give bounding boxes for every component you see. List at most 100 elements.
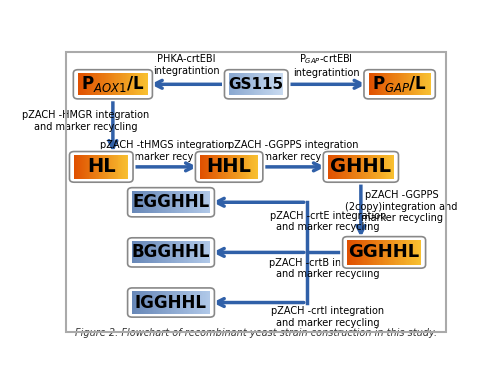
- Bar: [124, 155, 125, 178]
- Bar: [157, 191, 158, 213]
- Bar: [367, 240, 368, 265]
- Bar: [176, 291, 178, 314]
- Bar: [98, 155, 100, 178]
- Bar: [330, 155, 331, 178]
- Text: pZACH -GGPPS integration
and marker recycling: pZACH -GGPPS integration and marker recy…: [228, 141, 358, 162]
- Bar: [134, 191, 135, 213]
- Bar: [82, 155, 83, 178]
- Bar: [93, 73, 94, 95]
- FancyBboxPatch shape: [74, 70, 152, 99]
- Text: GHHL: GHHL: [330, 157, 392, 177]
- Bar: [93, 155, 94, 178]
- Bar: [205, 155, 206, 178]
- Bar: [208, 191, 210, 213]
- Bar: [375, 155, 376, 178]
- Bar: [167, 241, 168, 264]
- Bar: [415, 240, 416, 265]
- Bar: [268, 73, 269, 95]
- Text: pZACH -HMGR integration
and marker recycling: pZACH -HMGR integration and marker recyc…: [22, 110, 150, 132]
- Text: GS115: GS115: [228, 77, 284, 92]
- Bar: [412, 73, 413, 95]
- Bar: [145, 291, 146, 314]
- Bar: [176, 191, 178, 213]
- Bar: [127, 73, 128, 95]
- Bar: [225, 155, 226, 178]
- Bar: [254, 73, 256, 95]
- Bar: [349, 155, 350, 178]
- Bar: [383, 240, 384, 265]
- Bar: [138, 241, 140, 264]
- Bar: [164, 191, 166, 213]
- Bar: [382, 73, 383, 95]
- Bar: [348, 155, 349, 178]
- Bar: [370, 73, 372, 95]
- Bar: [256, 73, 257, 95]
- Bar: [356, 155, 358, 178]
- Bar: [144, 191, 145, 213]
- Bar: [90, 155, 92, 178]
- Text: pZACH -tHMGS integration
and marker recycling: pZACH -tHMGS integration and marker recy…: [100, 141, 230, 162]
- Bar: [143, 73, 144, 95]
- Bar: [417, 73, 418, 95]
- Bar: [196, 191, 197, 213]
- Bar: [374, 155, 375, 178]
- Bar: [126, 73, 127, 95]
- Bar: [261, 73, 262, 95]
- Bar: [141, 73, 142, 95]
- Bar: [408, 240, 410, 265]
- Bar: [218, 155, 220, 178]
- Bar: [166, 291, 167, 314]
- Bar: [354, 155, 356, 178]
- Bar: [341, 155, 342, 178]
- Bar: [383, 155, 384, 178]
- Bar: [418, 240, 420, 265]
- Bar: [160, 241, 162, 264]
- Bar: [371, 155, 372, 178]
- Bar: [259, 73, 260, 95]
- Bar: [378, 73, 379, 95]
- Bar: [384, 240, 386, 265]
- Bar: [197, 191, 198, 213]
- Bar: [182, 291, 184, 314]
- Bar: [242, 73, 244, 95]
- Bar: [140, 73, 141, 95]
- Bar: [104, 155, 105, 178]
- Bar: [184, 191, 185, 213]
- Bar: [395, 240, 396, 265]
- FancyBboxPatch shape: [128, 188, 214, 217]
- Bar: [130, 73, 132, 95]
- Bar: [79, 73, 80, 95]
- Bar: [370, 155, 371, 178]
- Bar: [374, 73, 375, 95]
- Bar: [399, 240, 400, 265]
- Bar: [390, 240, 392, 265]
- Bar: [115, 73, 116, 95]
- Bar: [234, 155, 235, 178]
- Bar: [352, 240, 354, 265]
- Bar: [152, 191, 153, 213]
- Bar: [88, 155, 90, 178]
- FancyBboxPatch shape: [128, 288, 214, 317]
- Bar: [360, 240, 361, 265]
- Bar: [162, 191, 164, 213]
- Bar: [198, 191, 200, 213]
- Bar: [146, 241, 148, 264]
- Bar: [167, 191, 168, 213]
- Bar: [246, 73, 247, 95]
- Bar: [118, 73, 120, 95]
- Bar: [140, 241, 141, 264]
- Bar: [154, 191, 156, 213]
- Bar: [358, 155, 360, 178]
- Bar: [101, 155, 102, 178]
- Bar: [227, 155, 228, 178]
- Bar: [260, 73, 261, 95]
- Bar: [380, 155, 382, 178]
- Bar: [340, 155, 341, 178]
- Bar: [238, 73, 239, 95]
- Bar: [394, 240, 395, 265]
- Bar: [102, 73, 104, 95]
- Bar: [175, 191, 176, 213]
- Bar: [192, 241, 193, 264]
- Bar: [269, 73, 270, 95]
- Bar: [388, 240, 389, 265]
